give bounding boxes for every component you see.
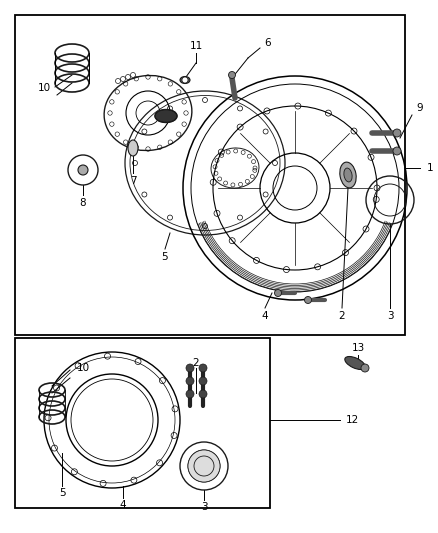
Text: 5: 5 [59, 488, 65, 498]
Circle shape [361, 364, 369, 372]
Ellipse shape [180, 77, 190, 84]
Circle shape [188, 450, 220, 482]
Circle shape [182, 77, 188, 83]
Circle shape [393, 129, 401, 137]
Ellipse shape [344, 168, 352, 182]
Text: 4: 4 [261, 311, 268, 321]
Text: 12: 12 [346, 415, 359, 425]
Ellipse shape [340, 162, 356, 188]
Circle shape [186, 377, 194, 385]
Text: 9: 9 [417, 103, 423, 113]
Text: 4: 4 [120, 500, 126, 510]
Text: 6: 6 [265, 38, 271, 48]
Text: 7: 7 [130, 176, 136, 186]
Text: 10: 10 [37, 83, 50, 93]
Text: 10: 10 [77, 363, 89, 373]
Ellipse shape [345, 357, 365, 369]
Bar [15, 338, 270, 508]
Text: 5: 5 [162, 252, 168, 262]
Text: 11: 11 [189, 41, 203, 51]
Ellipse shape [128, 140, 138, 156]
Circle shape [304, 296, 311, 303]
Circle shape [393, 147, 401, 155]
Circle shape [199, 364, 207, 372]
Text: 3: 3 [201, 502, 207, 512]
Ellipse shape [155, 109, 177, 123]
Circle shape [199, 390, 207, 398]
Circle shape [199, 377, 207, 385]
Bar [15, 15, 405, 335]
Text: 1: 1 [427, 163, 433, 173]
Circle shape [275, 289, 282, 296]
Text: 3: 3 [387, 311, 393, 321]
Text: 13: 13 [351, 343, 364, 353]
Text: 2: 2 [339, 311, 345, 321]
Circle shape [229, 71, 236, 78]
Circle shape [186, 390, 194, 398]
Circle shape [186, 364, 194, 372]
Text: 8: 8 [80, 198, 86, 208]
Text: 2: 2 [193, 358, 199, 368]
Circle shape [78, 165, 88, 175]
